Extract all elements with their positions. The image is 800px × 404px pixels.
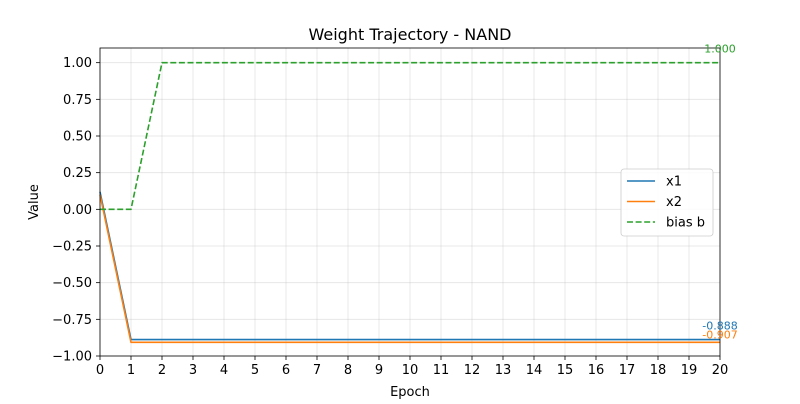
x-tick-label: 18 (650, 363, 667, 378)
x-tick-label: 1 (127, 363, 135, 378)
x-tick-label: 13 (495, 363, 512, 378)
x-tick-label: 6 (282, 363, 290, 378)
legend-box (620, 168, 714, 237)
ticks-layer: 0 1 2 3 4 5 6 7 8 9 10 11 12 13 14 15 16 17 18 19 20−1.00−0.… (52, 56, 728, 378)
x-tick-label: 4 (220, 363, 228, 378)
chart-title: Weight Trajectory - NAND (309, 25, 512, 44)
y-tick-label: −0.50 (52, 276, 92, 291)
x-tick-label: 8 (344, 363, 352, 378)
x-tick-label: 20 (712, 363, 729, 378)
legend: x1 x2 bias b (620, 168, 714, 237)
x-tick-label: 17 (619, 363, 636, 378)
y-tick-label: 1.00 (63, 56, 92, 71)
x-tick-label: 5 (251, 363, 259, 378)
y-tick-label: −0.75 (52, 313, 92, 328)
end-value-label: 1.000 (704, 43, 736, 56)
series-line-x1 (99, 191, 720, 341)
x-tick-label: 9 (375, 363, 383, 378)
end-value-label: -0.907 (702, 328, 737, 341)
y-tick-label: −0.25 (52, 240, 92, 255)
y-axis-label: Value (27, 184, 42, 220)
x-tick-label: 16 (588, 363, 605, 378)
series-line-x2 (99, 194, 720, 344)
end-value-label: -0.888 (702, 320, 737, 333)
legend-label: x1 (666, 175, 682, 190)
x-tick-label: 10 (402, 363, 419, 378)
y-tick-label: 0.25 (63, 166, 92, 181)
x-tick-label: 14 (526, 363, 543, 378)
legend-label: x2 (666, 195, 682, 210)
y-tick-label: 0.00 (63, 203, 92, 218)
x-tick-label: 11 (433, 363, 450, 378)
x-tick-label: 7 (313, 363, 321, 378)
x-axis-label: Epoch (390, 385, 430, 400)
y-tick-label: 0.50 (63, 130, 92, 145)
y-tick-label: −1.00 (52, 350, 92, 365)
x-tick-label: 19 (681, 363, 698, 378)
legend-label: bias b (666, 216, 705, 231)
x-tick-label: 2 (158, 363, 166, 378)
x-tick-label: 12 (464, 363, 481, 378)
x-tick-label: 3 (189, 363, 197, 378)
x-tick-label: 15 (557, 363, 574, 378)
x-tick-label: 0 (96, 363, 104, 378)
series-layer (99, 61, 720, 344)
end-labels-layer: -0.888-0.907 1.000 (702, 43, 737, 342)
y-tick-label: 0.75 (63, 93, 92, 108)
